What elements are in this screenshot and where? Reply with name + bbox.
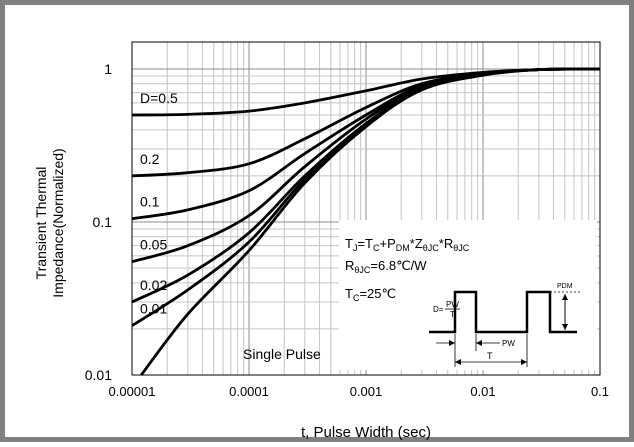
- x-tick-label: 0.0001: [229, 384, 269, 399]
- d-t-label: T: [450, 310, 455, 319]
- t-label: T: [487, 351, 493, 361]
- series-label-2: 0.1: [140, 194, 160, 210]
- series-label-0: D=0.5: [140, 90, 178, 106]
- pw-label: PW: [502, 339, 515, 348]
- d-pw-label: PW: [446, 300, 459, 309]
- y-tick-label: 0.1: [93, 214, 113, 230]
- x-tick-label: 0.00001: [109, 384, 156, 399]
- x-tick-label: 0.1: [591, 384, 609, 399]
- plot-border: [131, 41, 601, 376]
- x-tick-label: 0.001: [350, 384, 383, 399]
- d-label: D=: [433, 305, 444, 314]
- annotation-box: TJ=TC+PDM*ZθJC*RθJC RθJC=6.8℃/W TC=25℃ P…: [339, 220, 597, 370]
- series-label-6: Single Pulse: [243, 346, 321, 362]
- chart-svg: TJ=TC+PDM*ZθJC*RθJC RθJC=6.8℃/W TC=25℃ P…: [33, 41, 609, 441]
- x-axis-label: t, Pulse Width (sec): [301, 424, 431, 441]
- tc-text: TC=25℃: [345, 286, 396, 303]
- series-line-6: [140, 67, 601, 376]
- y-axis-label-line2: Impedance(Normalized): [50, 148, 66, 297]
- tick-labels: 0.00001 0.0001 0.001 0.01 0.1 0.01 0.1 1: [85, 61, 609, 399]
- series-label-5: 0.01: [140, 301, 167, 317]
- y-axis-label-line1: Transient Thermal: [33, 167, 49, 280]
- y-axis-label: Transient Thermal Impedance(Normalized): [33, 148, 66, 297]
- y-tick-label: 0.01: [85, 367, 112, 383]
- series-label-1: 0.2: [140, 151, 160, 167]
- series-label-3: 0.05: [140, 237, 167, 253]
- pulse-diagram: PDM D= PW T PW T: [429, 283, 580, 367]
- series-labels: D=0.5 0.2 0.1 0.05 0.02 0.01 Single Pulse: [140, 90, 321, 362]
- curves: [131, 67, 601, 376]
- pdm-label: PDM: [557, 283, 573, 290]
- rth-text: RθJC=6.8℃/W: [345, 258, 427, 275]
- equation-text: TJ=TC+PDM*ZθJC*RθJC: [345, 236, 470, 253]
- series-label-4: 0.02: [140, 277, 167, 293]
- x-tick-label: 0.01: [470, 384, 495, 399]
- y-tick-label: 1: [104, 61, 112, 77]
